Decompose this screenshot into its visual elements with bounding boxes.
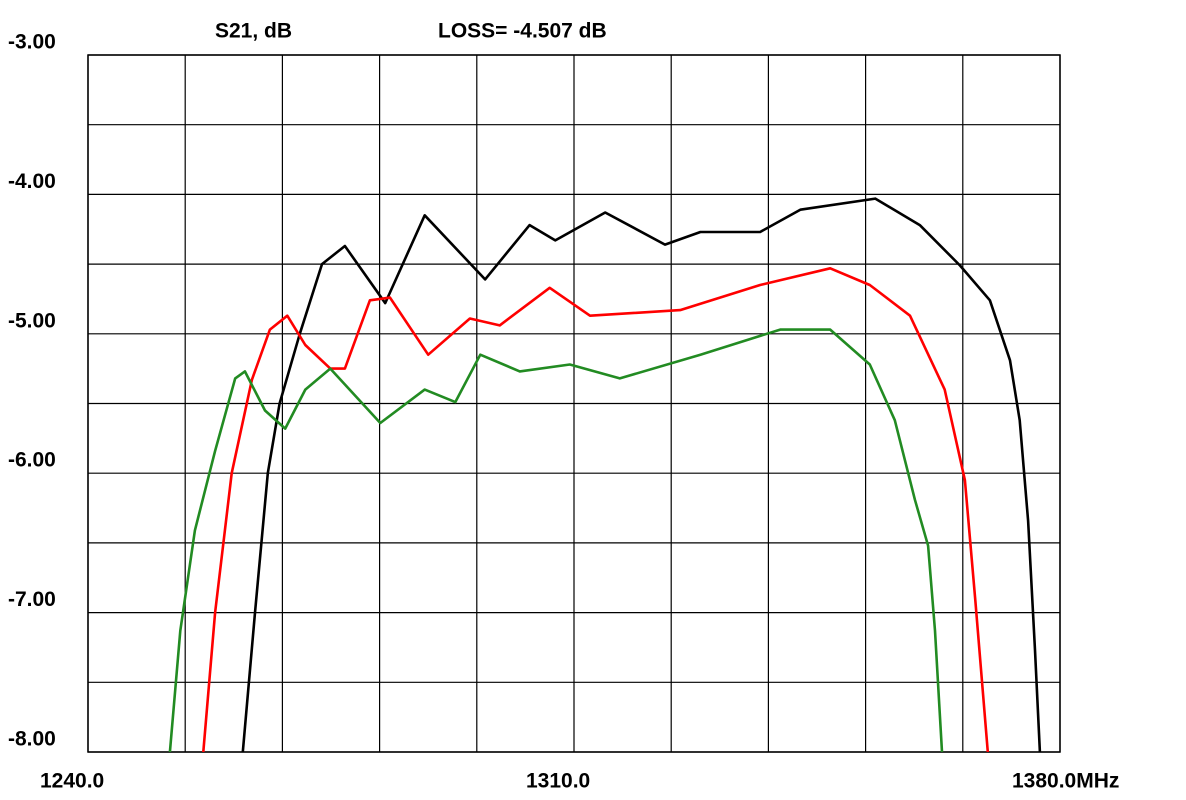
- y-tick-label: -4.00: [8, 170, 56, 193]
- y-tick-label: -8.00: [8, 728, 56, 751]
- series-line: [241, 197, 1042, 752]
- y-tick-label: -7.00: [8, 588, 56, 611]
- series-line: [202, 267, 990, 752]
- plot-border: [87, 54, 1061, 753]
- y-tick-label: -6.00: [8, 449, 56, 472]
- y-tick-label: -5.00: [8, 309, 56, 332]
- y-tick-label: -3.00: [8, 31, 56, 54]
- x-tick-label: 1380.0MHz: [1012, 770, 1119, 793]
- series-line: [168, 328, 944, 752]
- annotation: LOSS= -4.507 dB: [438, 20, 607, 43]
- x-tick-label: 1310.0: [526, 770, 590, 793]
- plot-area: [168, 197, 1042, 752]
- x-tick-label: 1240.0: [40, 770, 104, 793]
- chart-title: S21, dB: [215, 20, 292, 43]
